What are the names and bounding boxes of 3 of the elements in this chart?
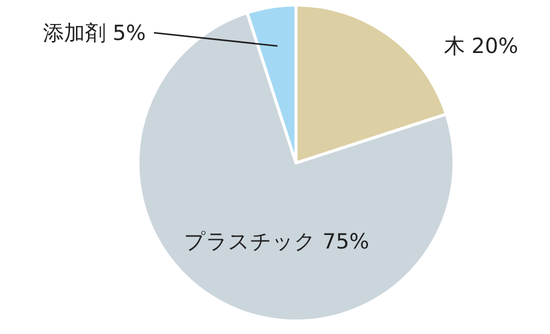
slice-label: プラスチック 75% <box>184 229 370 254</box>
slice-label: 木 20% <box>444 34 518 58</box>
slice-label: 添加剤 5% <box>42 20 146 45</box>
